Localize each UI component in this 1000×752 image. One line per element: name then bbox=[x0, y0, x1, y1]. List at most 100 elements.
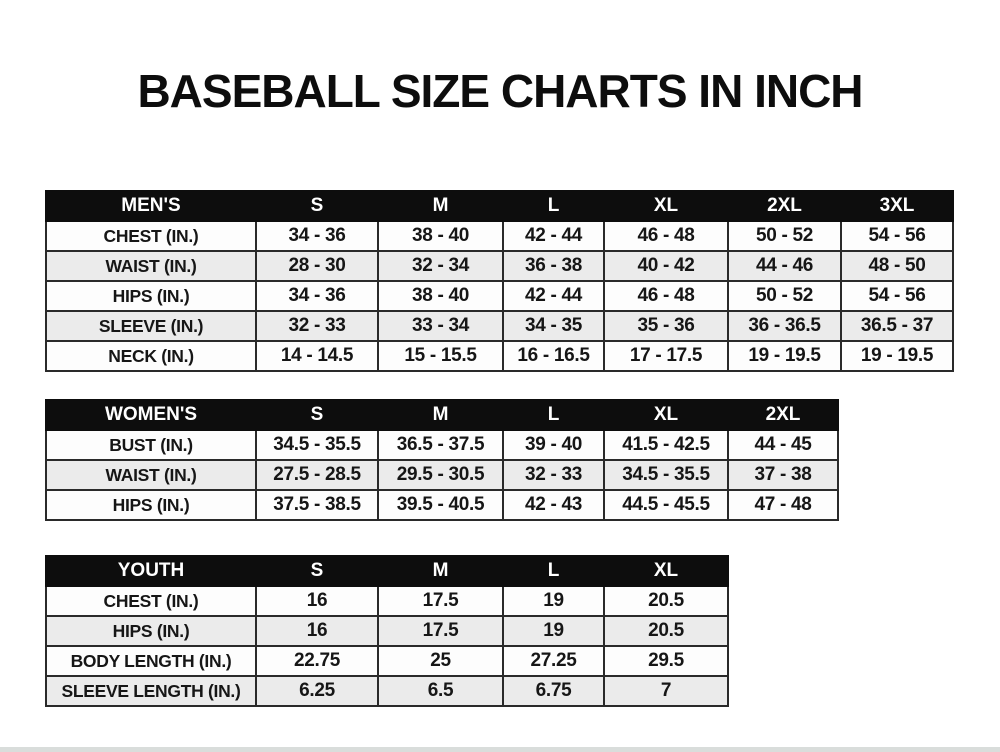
table-row: HIPS (IN.) 16 17.5 19 20.5 bbox=[45, 615, 729, 647]
womens-table-title-cell: WOMEN'S bbox=[45, 399, 257, 431]
row-label-cell: CHEST (IN.) bbox=[45, 220, 257, 252]
size-value-cell: 16 bbox=[255, 615, 379, 647]
size-value-cell: 39.5 - 40.5 bbox=[377, 489, 504, 521]
row-label-cell: HIPS (IN.) bbox=[45, 280, 257, 312]
size-value-cell: 29.5 - 30.5 bbox=[377, 459, 504, 491]
size-value-cell: 36 - 36.5 bbox=[727, 310, 842, 342]
size-value-cell: 17 - 17.5 bbox=[603, 340, 729, 372]
size-value-cell: 44 - 46 bbox=[727, 250, 842, 282]
row-label-cell: NECK (IN.) bbox=[45, 340, 257, 372]
size-value-cell: 46 - 48 bbox=[603, 220, 729, 252]
size-value-cell: 25 bbox=[377, 645, 504, 677]
size-value-cell: 7 bbox=[603, 675, 729, 707]
size-value-cell: 32 - 33 bbox=[502, 459, 605, 491]
table-row: CHEST (IN.) 34 - 36 38 - 40 42 - 44 46 -… bbox=[45, 220, 954, 252]
size-value-cell: 32 - 34 bbox=[377, 250, 504, 282]
size-value-cell: 15 - 15.5 bbox=[377, 340, 504, 372]
size-value-cell: 39 - 40 bbox=[502, 429, 605, 461]
row-label-cell: CHEST (IN.) bbox=[45, 585, 257, 617]
column-header-cell: XL bbox=[603, 190, 729, 222]
youth-header-row: YOUTH S M L XL bbox=[45, 555, 729, 587]
size-value-cell: 42 - 43 bbox=[502, 489, 605, 521]
row-label-cell: SLEEVE LENGTH (IN.) bbox=[45, 675, 257, 707]
row-label-cell: BODY LENGTH (IN.) bbox=[45, 645, 257, 677]
size-value-cell: 50 - 52 bbox=[727, 280, 842, 312]
table-row: WAIST (IN.) 28 - 30 32 - 34 36 - 38 40 -… bbox=[45, 250, 954, 282]
size-value-cell: 16 bbox=[255, 585, 379, 617]
size-value-cell: 22.75 bbox=[255, 645, 379, 677]
column-header-cell: 2XL bbox=[727, 399, 839, 431]
size-value-cell: 6.25 bbox=[255, 675, 379, 707]
size-value-cell: 34 - 35 bbox=[502, 310, 605, 342]
size-value-cell: 19 - 19.5 bbox=[727, 340, 842, 372]
table-row: BUST (IN.) 34.5 - 35.5 36.5 - 37.5 39 - … bbox=[45, 429, 839, 461]
column-header-cell: L bbox=[502, 399, 605, 431]
size-value-cell: 16 - 16.5 bbox=[502, 340, 605, 372]
column-header-cell: L bbox=[502, 190, 605, 222]
column-header-cell: XL bbox=[603, 399, 729, 431]
mens-size-table: MEN'S S M L XL 2XL 3XL CHEST (IN.) 34 - … bbox=[45, 190, 954, 372]
row-label-cell: BUST (IN.) bbox=[45, 429, 257, 461]
column-header-cell: S bbox=[255, 399, 379, 431]
size-value-cell: 50 - 52 bbox=[727, 220, 842, 252]
size-value-cell: 14 - 14.5 bbox=[255, 340, 379, 372]
row-label-cell: WAIST (IN.) bbox=[45, 250, 257, 282]
column-header-cell: S bbox=[255, 555, 379, 587]
size-value-cell: 20.5 bbox=[603, 615, 729, 647]
womens-size-table: WOMEN'S S M L XL 2XL BUST (IN.) 34.5 - 3… bbox=[45, 399, 839, 521]
size-value-cell: 54 - 56 bbox=[840, 220, 954, 252]
size-value-cell: 41.5 - 42.5 bbox=[603, 429, 729, 461]
page-title: BASEBALL SIZE CHARTS IN INCH bbox=[137, 65, 863, 117]
table-row: SLEEVE (IN.) 32 - 33 33 - 34 34 - 35 35 … bbox=[45, 310, 954, 342]
table-row: SLEEVE LENGTH (IN.) 6.25 6.5 6.75 7 bbox=[45, 675, 729, 707]
size-value-cell: 42 - 44 bbox=[502, 280, 605, 312]
size-value-cell: 54 - 56 bbox=[840, 280, 954, 312]
column-header-cell: M bbox=[377, 399, 504, 431]
table-row: BODY LENGTH (IN.) 22.75 25 27.25 29.5 bbox=[45, 645, 729, 677]
size-value-cell: 37 - 38 bbox=[727, 459, 839, 491]
size-value-cell: 42 - 44 bbox=[502, 220, 605, 252]
mens-header-row: MEN'S S M L XL 2XL 3XL bbox=[45, 190, 954, 222]
column-header-cell: S bbox=[255, 190, 379, 222]
column-header-cell: M bbox=[377, 555, 504, 587]
size-value-cell: 17.5 bbox=[377, 585, 504, 617]
size-value-cell: 20.5 bbox=[603, 585, 729, 617]
size-value-cell: 19 bbox=[502, 585, 605, 617]
size-value-cell: 19 - 19.5 bbox=[840, 340, 954, 372]
size-value-cell: 36.5 - 37.5 bbox=[377, 429, 504, 461]
size-value-cell: 40 - 42 bbox=[603, 250, 729, 282]
column-header-cell: M bbox=[377, 190, 504, 222]
row-label-cell: SLEEVE (IN.) bbox=[45, 310, 257, 342]
size-value-cell: 44 - 45 bbox=[727, 429, 839, 461]
youth-table-title-cell: YOUTH bbox=[45, 555, 257, 587]
row-label-cell: HIPS (IN.) bbox=[45, 489, 257, 521]
size-value-cell: 44.5 - 45.5 bbox=[603, 489, 729, 521]
size-value-cell: 34 - 36 bbox=[255, 220, 379, 252]
size-value-cell: 36.5 - 37 bbox=[840, 310, 954, 342]
size-value-cell: 32 - 33 bbox=[255, 310, 379, 342]
row-label-cell: HIPS (IN.) bbox=[45, 615, 257, 647]
size-value-cell: 34 - 36 bbox=[255, 280, 379, 312]
size-value-cell: 33 - 34 bbox=[377, 310, 504, 342]
size-value-cell: 48 - 50 bbox=[840, 250, 954, 282]
table-row: WAIST (IN.) 27.5 - 28.5 29.5 - 30.5 32 -… bbox=[45, 459, 839, 491]
column-header-cell: 2XL bbox=[727, 190, 842, 222]
table-row: CHEST (IN.) 16 17.5 19 20.5 bbox=[45, 585, 729, 617]
size-value-cell: 6.75 bbox=[502, 675, 605, 707]
size-value-cell: 6.5 bbox=[377, 675, 504, 707]
youth-size-table: YOUTH S M L XL CHEST (IN.) 16 17.5 19 20… bbox=[45, 555, 729, 707]
size-value-cell: 19 bbox=[502, 615, 605, 647]
table-row: NECK (IN.) 14 - 14.5 15 - 15.5 16 - 16.5… bbox=[45, 340, 954, 372]
column-header-cell: L bbox=[502, 555, 605, 587]
size-value-cell: 37.5 - 38.5 bbox=[255, 489, 379, 521]
size-value-cell: 28 - 30 bbox=[255, 250, 379, 282]
size-value-cell: 34.5 - 35.5 bbox=[255, 429, 379, 461]
size-value-cell: 47 - 48 bbox=[727, 489, 839, 521]
size-value-cell: 46 - 48 bbox=[603, 280, 729, 312]
table-row: HIPS (IN.) 34 - 36 38 - 40 42 - 44 46 - … bbox=[45, 280, 954, 312]
column-header-cell: 3XL bbox=[840, 190, 954, 222]
row-label-cell: WAIST (IN.) bbox=[45, 459, 257, 491]
table-row: HIPS (IN.) 37.5 - 38.5 39.5 - 40.5 42 - … bbox=[45, 489, 839, 521]
size-value-cell: 27.25 bbox=[502, 645, 605, 677]
